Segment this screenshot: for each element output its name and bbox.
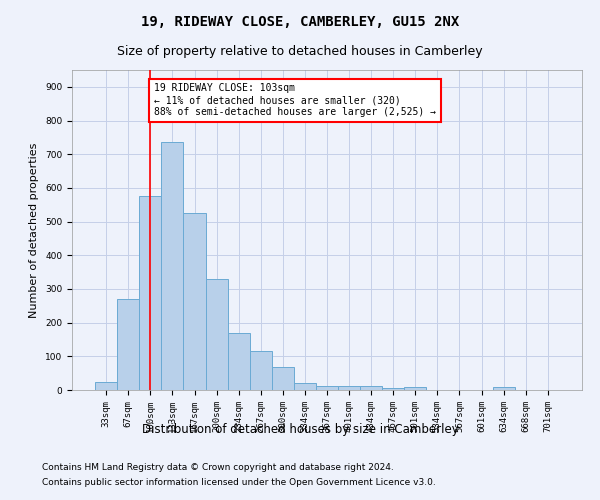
Text: Contains HM Land Registry data © Crown copyright and database right 2024.: Contains HM Land Registry data © Crown c… <box>42 463 394 472</box>
Bar <box>316 386 338 390</box>
Bar <box>161 142 184 390</box>
Y-axis label: Number of detached properties: Number of detached properties <box>29 142 40 318</box>
Text: Size of property relative to detached houses in Camberley: Size of property relative to detached ho… <box>117 45 483 58</box>
Bar <box>206 279 227 390</box>
Bar <box>382 388 404 390</box>
Bar <box>338 386 360 390</box>
Bar <box>95 382 117 390</box>
Text: 19, RIDEWAY CLOSE, CAMBERLEY, GU15 2NX: 19, RIDEWAY CLOSE, CAMBERLEY, GU15 2NX <box>141 15 459 29</box>
Text: Distribution of detached houses by size in Camberley: Distribution of detached houses by size … <box>142 422 458 436</box>
Bar <box>493 388 515 390</box>
Bar <box>272 367 294 390</box>
Text: 19 RIDEWAY CLOSE: 103sqm
← 11% of detached houses are smaller (320)
88% of semi-: 19 RIDEWAY CLOSE: 103sqm ← 11% of detach… <box>154 84 436 116</box>
Text: Contains public sector information licensed under the Open Government Licence v3: Contains public sector information licen… <box>42 478 436 487</box>
Bar <box>139 196 161 390</box>
Bar <box>227 332 250 390</box>
Bar <box>294 382 316 390</box>
Bar <box>360 386 382 390</box>
Bar <box>184 213 206 390</box>
Bar <box>404 388 427 390</box>
Bar <box>250 352 272 390</box>
Bar <box>117 299 139 390</box>
